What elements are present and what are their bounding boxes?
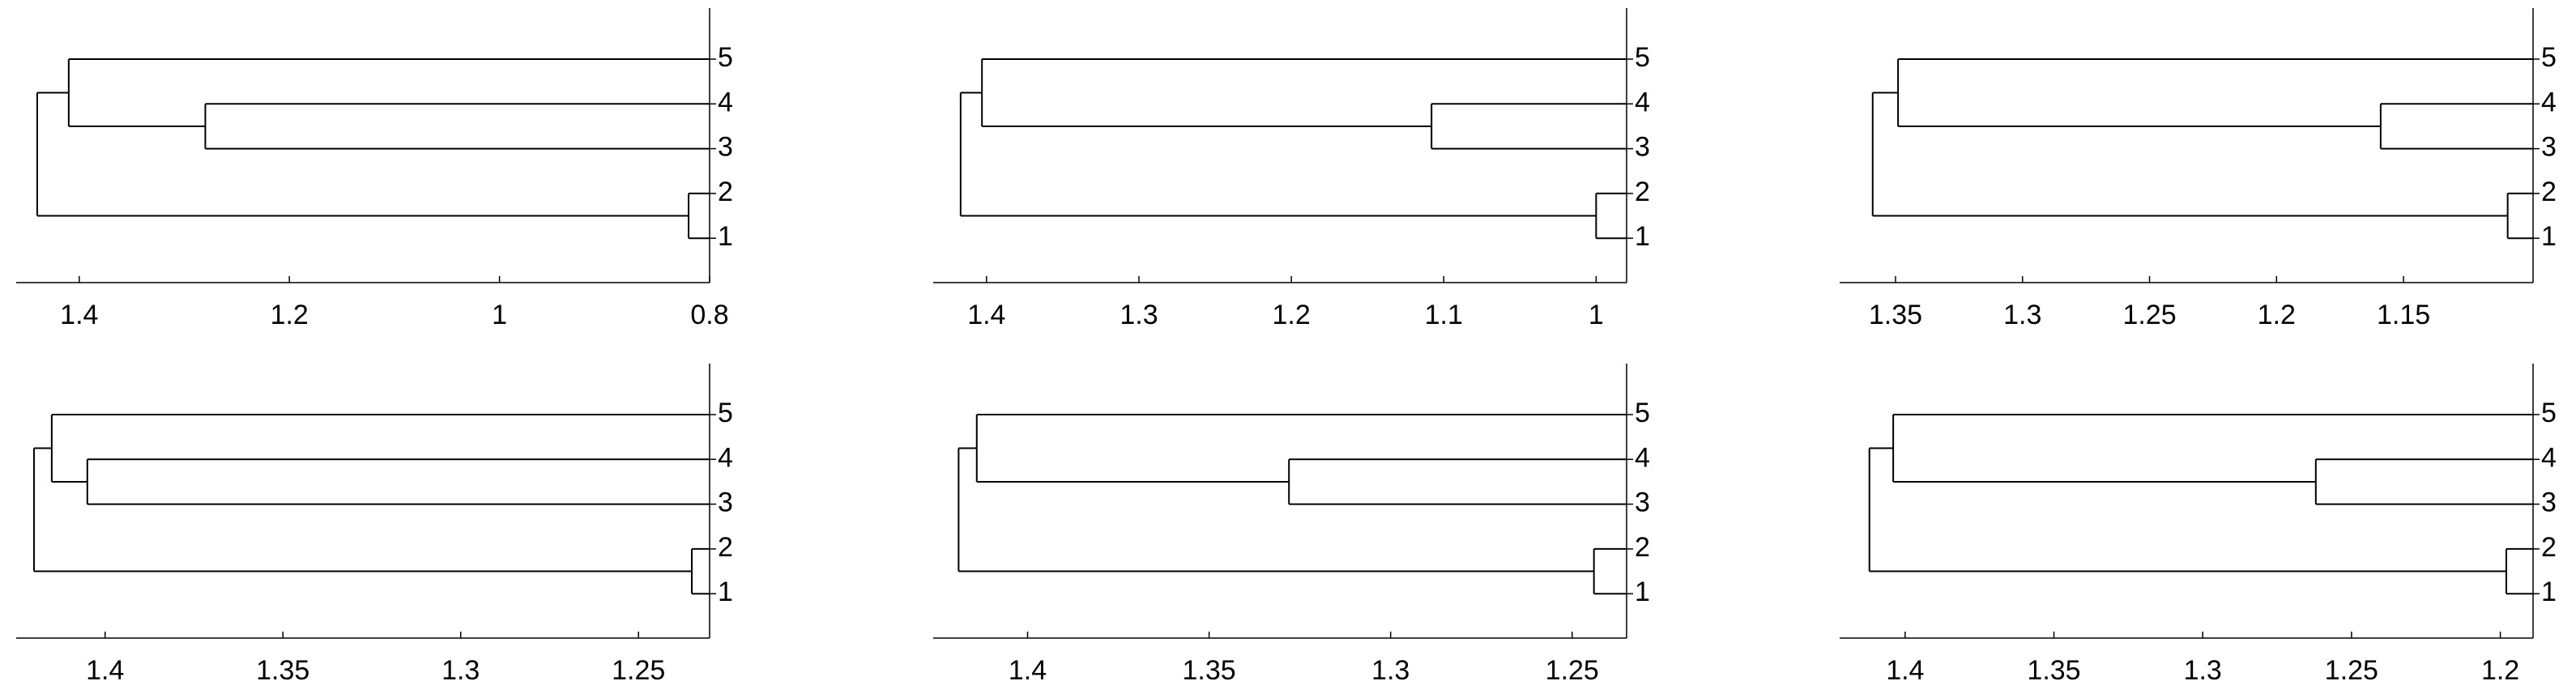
x-tick-label: 1.3 [441,655,480,686]
x-tick-label: 1.1 [1425,300,1463,330]
leaf-label: 1 [1635,221,1650,252]
leaf-label: 2 [2541,177,2557,207]
x-tick-label: 1 [1589,300,1604,330]
leaf-label: 2 [1635,532,1650,563]
x-tick-label: 0.8 [690,300,728,330]
leaf-label: 3 [718,132,733,163]
leaf-label: 3 [718,487,733,518]
leaf-label: 1 [2541,221,2557,252]
x-tick-label: 1.35 [1869,300,1922,330]
x-tick-label: 1.2 [2481,655,2519,686]
leaf-label: 4 [718,442,733,473]
leaf-label: 1 [718,221,733,252]
leaf-label: 3 [1635,132,1650,163]
x-tick-label: 1.4 [1886,655,1924,686]
leaf-label: 5 [1635,398,1650,428]
x-tick-label: 1.25 [2122,300,2176,330]
leaf-label: 3 [2541,132,2557,163]
leaf-label: 2 [718,177,733,207]
x-tick-label: 1.2 [1272,300,1310,330]
x-tick-label: 1.3 [1120,300,1158,330]
leaf-label: 3 [2541,487,2557,518]
leaf-label: 2 [2541,532,2557,563]
leaf-label: 2 [718,532,733,563]
leaf-label: 4 [718,87,733,117]
leaf-label: 5 [2541,398,2557,428]
leaf-label: 5 [2541,42,2557,73]
leaf-label: 1 [718,577,733,607]
x-tick-label: 1.25 [2325,655,2378,686]
x-tick-label: 1.4 [60,300,98,330]
leaf-label: 5 [718,42,733,73]
x-tick-label: 1.4 [86,655,124,686]
leaf-label: 1 [2541,577,2557,607]
x-tick-label: 1.35 [2027,655,2080,686]
leaf-label: 4 [1635,442,1650,473]
x-tick-label: 1.15 [2377,300,2430,330]
x-tick-label: 1.2 [2258,300,2296,330]
x-tick-label: 1.35 [1183,655,1236,686]
x-tick-label: 1.4 [1009,655,1047,686]
leaf-label: 2 [1635,177,1650,207]
x-tick-label: 1.25 [612,655,665,686]
leaf-label: 4 [2541,442,2557,473]
x-tick-label: 1.25 [1546,655,1599,686]
leaf-label: 1 [1635,577,1650,607]
leaf-label: 4 [2541,87,2557,117]
x-tick-label: 1.35 [256,655,309,686]
x-tick-label: 1.3 [2184,655,2222,686]
x-tick-label: 1.3 [1371,655,1410,686]
x-tick-label: 1.4 [967,300,1005,330]
x-tick-label: 1.3 [2003,300,2041,330]
leaf-label: 5 [1635,42,1650,73]
leaf-label: 5 [718,398,733,428]
leaf-label: 4 [1635,87,1650,117]
leaf-label: 3 [1635,487,1650,518]
x-tick-label: 1 [492,300,507,330]
x-tick-label: 1.2 [271,300,309,330]
